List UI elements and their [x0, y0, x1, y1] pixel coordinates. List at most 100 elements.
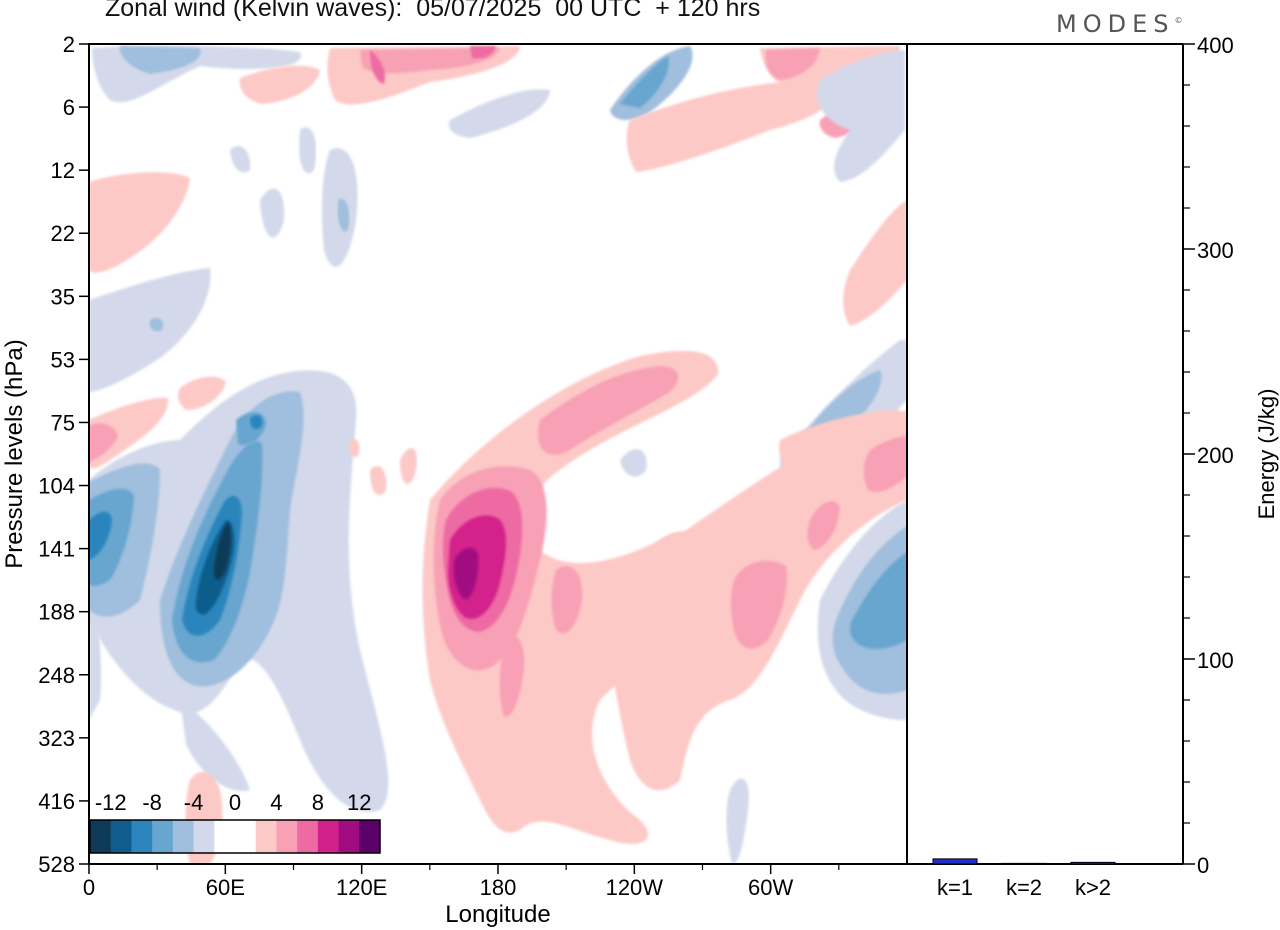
colorbar-swatch: [297, 820, 319, 853]
contour-patch: [250, 415, 263, 430]
contour-patch: [239, 65, 320, 104]
contour-patch: [89, 172, 190, 273]
energy-bar: [1070, 861, 1116, 865]
colorbar-label: 8: [312, 790, 324, 815]
contour-patch: [453, 547, 479, 600]
colorbar-swatch: [255, 820, 277, 853]
contour-patch: [89, 397, 169, 469]
colorbar-swatch: [235, 820, 257, 853]
colorbar-swatch: [338, 820, 360, 853]
y-tick-label: 248: [38, 663, 75, 688]
brand-logo: MODES©: [1056, 10, 1182, 38]
colorbar-swatch: [152, 820, 174, 853]
contour-patch: [89, 268, 211, 392]
contour-patch: [731, 560, 787, 649]
contour-patch: [360, 48, 500, 74]
energy-category-label: k=2: [1006, 875, 1042, 900]
contour-patch: [653, 531, 713, 594]
contour-patch: [370, 466, 387, 496]
y-tick-label: 104: [38, 474, 75, 499]
y-tick-label: 35: [51, 284, 75, 309]
contour-patch: [149, 317, 164, 332]
energy-tick-label: 300: [1197, 238, 1234, 263]
colorbar-label: -4: [184, 790, 204, 815]
y-tick-label: 2: [63, 32, 75, 57]
colorbar-label: -12: [95, 790, 127, 815]
colorbar-swatch: [317, 820, 339, 853]
contour-patch: [89, 511, 112, 560]
contour-patch: [850, 552, 907, 649]
brand-mark: ©: [1174, 16, 1183, 25]
contour-patch: [863, 436, 907, 493]
y-tick-label: 141: [38, 537, 75, 562]
colorbar-swatch: [90, 820, 112, 853]
energy-tick-label: 400: [1197, 33, 1234, 58]
contour-patch: [499, 636, 525, 717]
y-tick-label: 188: [38, 600, 75, 625]
contour-patch: [119, 46, 201, 74]
energy-axis-label: Energy (J/kg): [1254, 389, 1279, 520]
x-tick-label: 0: [83, 875, 95, 900]
colorbar: -12 -8 -4 0 4 8 12: [89, 790, 381, 854]
brand-text: MODES: [1056, 10, 1175, 38]
colorbar-label: -8: [142, 790, 162, 815]
chart-title: Zonal wind (Kelvin waves): 05/07/2025 00…: [105, 0, 761, 22]
contour-patch: [470, 46, 496, 59]
contour-patch: [214, 522, 231, 580]
contour-field: [89, 45, 907, 864]
x-tick-label: 120W: [606, 875, 664, 900]
contour-patch: [626, 79, 837, 172]
colorbar-swatch: [214, 820, 236, 853]
contour-patch: [349, 439, 360, 458]
contour-patch: [551, 566, 583, 634]
contour-patch: [620, 449, 647, 477]
contour-patch: [299, 127, 317, 174]
colorbar-swatch: [359, 820, 381, 853]
colorbar-swatch: [193, 820, 215, 853]
x-axis-label: Longitude: [445, 901, 550, 928]
contour-patch: [843, 200, 907, 326]
energy-category-label: k>2: [1075, 875, 1111, 900]
y-tick-label: 416: [38, 789, 75, 814]
contour-patch: [726, 778, 749, 864]
contour-patch: [230, 146, 251, 173]
energy-category-label: k=1: [937, 875, 973, 900]
y-tick-label: 528: [38, 852, 75, 877]
colorbar-frame: [89, 819, 381, 854]
y-axis-label: Pressure levels (hPa): [1, 339, 28, 568]
y-tick-label: 53: [51, 347, 75, 372]
energy-tick-label: 100: [1197, 648, 1234, 673]
x-tick-label: 120E: [336, 875, 387, 900]
contour-patch: [370, 50, 386, 84]
contour-patch: [400, 447, 417, 484]
contour-patch: [817, 50, 905, 182]
contour-patch: [178, 376, 226, 410]
colorbar-label: 4: [270, 790, 282, 815]
contour-patch: [448, 89, 550, 138]
x-tick-label: 60W: [748, 875, 793, 900]
contour-patch: [180, 700, 250, 792]
contour-patch: [260, 188, 285, 238]
colorbar-label: 0: [229, 790, 241, 815]
y-tick-label: 323: [38, 726, 75, 751]
x-tick-label: 60E: [206, 875, 245, 900]
colorbar-swatch: [110, 820, 132, 853]
x-tick-label: 180: [480, 875, 517, 900]
energy-tick-label: 200: [1197, 443, 1234, 468]
heatmap-axes: 0 60E 120E 180 120W 60W Longitude 2 6 12 22 35 53 75 1…: [1, 32, 1184, 928]
contour-patch: [620, 56, 669, 108]
energy-tick-label: 0: [1197, 853, 1209, 878]
y-tick-label: 6: [63, 95, 75, 120]
contour-patch: [337, 198, 350, 232]
colorbar-swatch: [131, 820, 153, 853]
contour-patch: [765, 48, 820, 80]
energy-bar: [1001, 862, 1047, 865]
colorbar-label: 12: [347, 790, 371, 815]
y-tick-label: 22: [51, 221, 75, 246]
energy-axes: 0 100 200 300 400 Energy (J/kg) k=1 k=2 k>2: [932, 33, 1279, 900]
colorbar-swatch: [276, 820, 298, 853]
contour-patch: [807, 501, 840, 550]
energy-bar: [932, 858, 978, 865]
